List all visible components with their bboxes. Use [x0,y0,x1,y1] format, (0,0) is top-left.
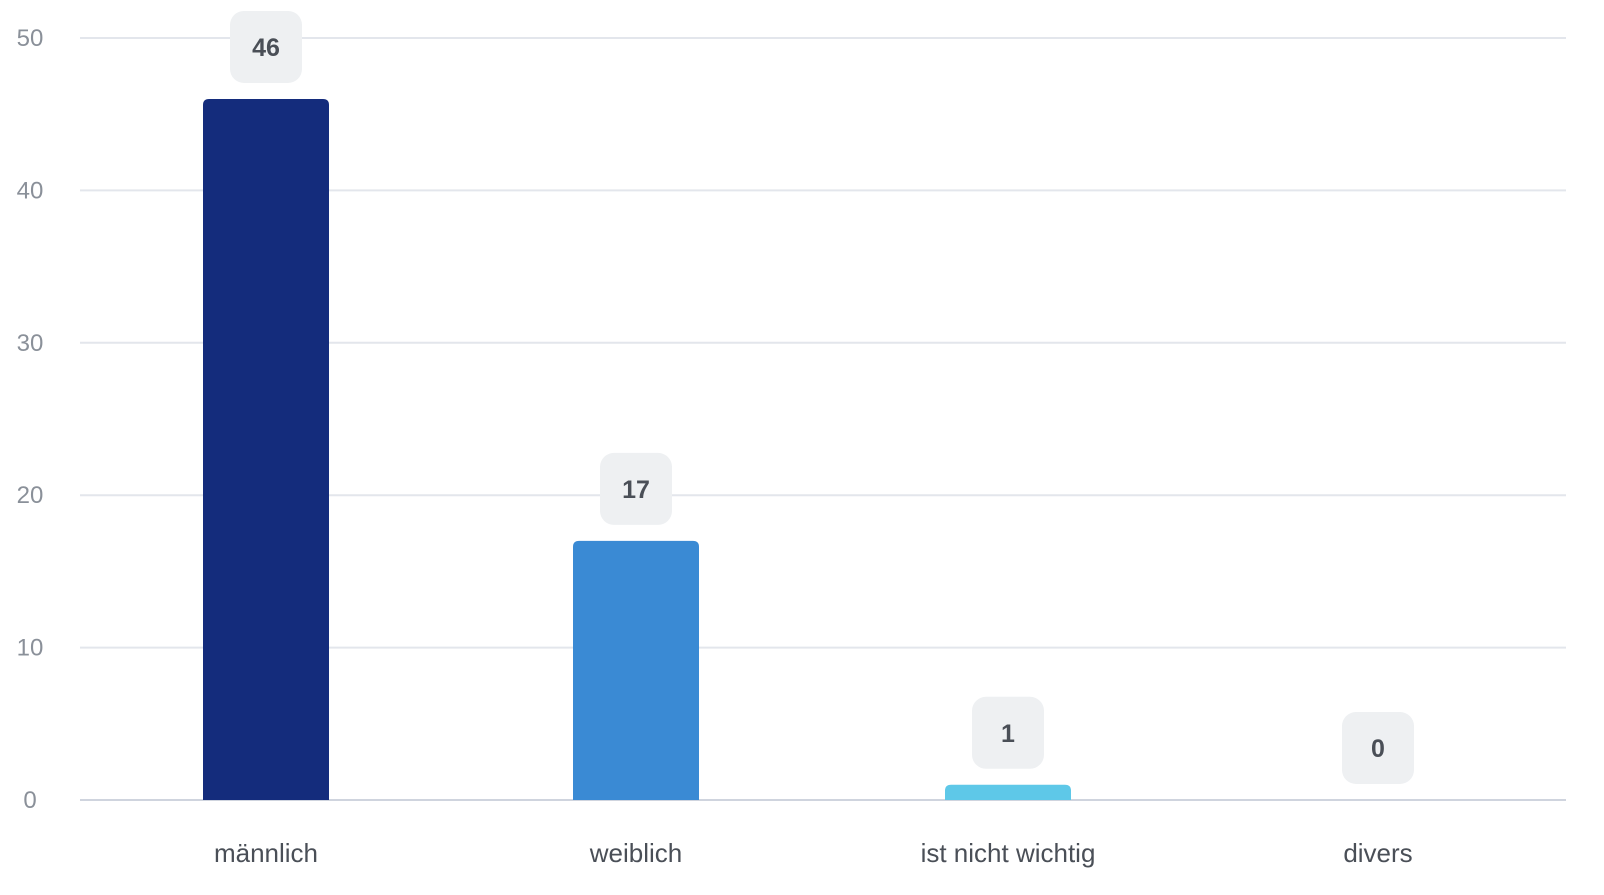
y-tick-label: 10 [17,635,44,662]
x-tick-label: ist nicht wichtig [921,838,1096,868]
bars [203,98,1071,800]
data-label: 17 [622,476,650,504]
x-tick-label: männlich [214,838,318,868]
data-label: 1 [1001,720,1015,748]
y-tick-label: 40 [17,177,44,204]
value-badge [1342,712,1414,784]
x-tick-label: divers [1343,838,1412,868]
data-label: 0 [1371,735,1385,763]
x-axis-labels: männlich weiblich ist nicht wichtig divers [214,838,1413,868]
y-tick-label: 20 [17,482,44,509]
value-labels: 46 17 1 0 [230,10,1414,784]
value-badge [230,10,302,83]
bar-weiblich[interactable] [573,540,699,800]
data-label: 46 [252,34,280,62]
x-tick-label: weiblich [589,838,683,868]
bar-männlich[interactable] [203,98,329,800]
bar-ist-nicht-wichtig[interactable] [945,784,1071,800]
value-badge [972,696,1044,769]
y-tick-label: 50 [17,25,44,52]
y-tick-label: 30 [17,330,44,357]
value-badge [600,452,672,525]
y-tick-label: 0 [23,787,36,814]
y-axis-ticks: 0 10 20 30 40 50 [17,25,44,814]
